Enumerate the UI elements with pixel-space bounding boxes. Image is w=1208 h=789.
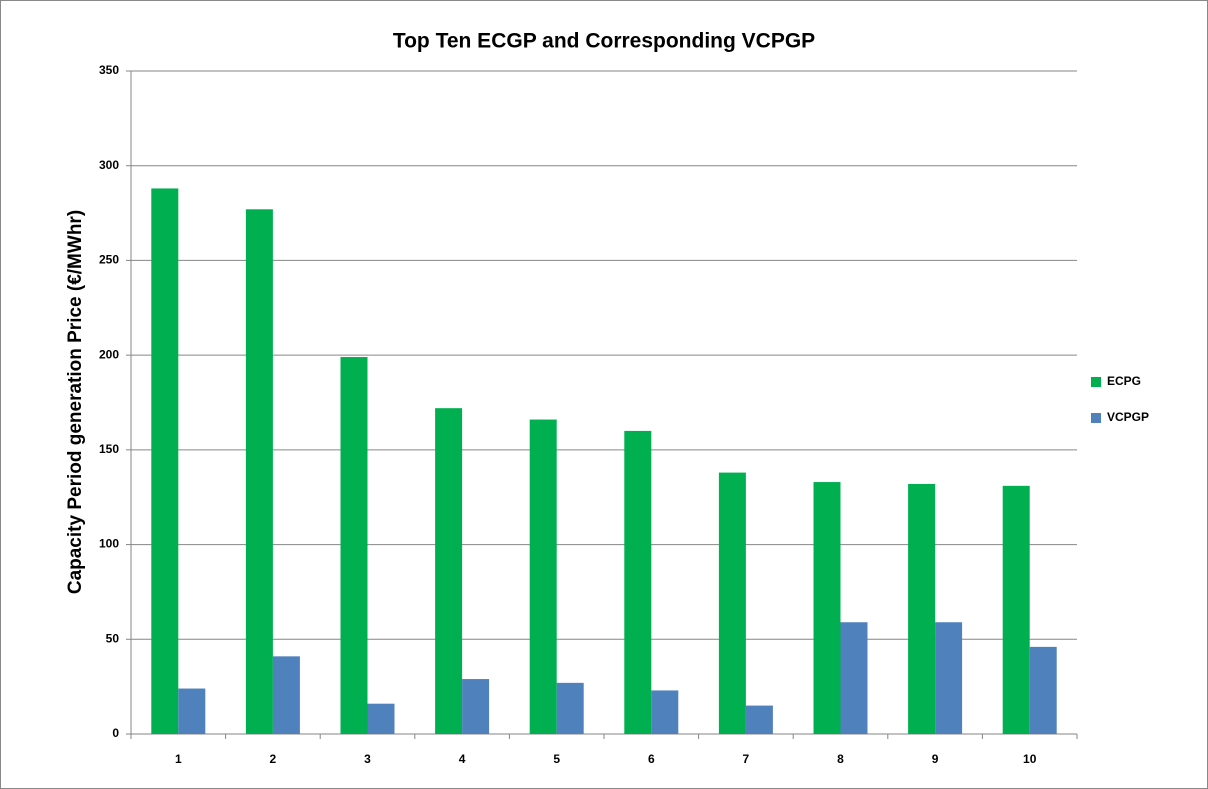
bar	[367, 703, 395, 734]
bar	[435, 408, 463, 734]
legend-label: ECPG	[1107, 374, 1141, 388]
x-tick-label: 1	[175, 752, 182, 766]
x-tick-label: 9	[932, 752, 939, 766]
x-tick-label: 8	[837, 752, 844, 766]
bar	[529, 419, 557, 734]
x-tick-label: 3	[364, 752, 371, 766]
y-tick-label: 50	[106, 631, 120, 645]
x-tick-label: 4	[459, 752, 466, 766]
bar	[651, 690, 679, 734]
y-tick-label: 0	[112, 726, 119, 740]
chart-title: Top Ten ECGP and Corresponding VCPGP	[393, 30, 815, 53]
bar	[908, 483, 936, 734]
legend-swatch	[1091, 377, 1101, 387]
bar	[840, 622, 868, 734]
bar	[624, 430, 652, 734]
bar	[272, 656, 300, 734]
bar	[340, 357, 368, 734]
bar	[245, 209, 273, 735]
y-tick-label: 250	[99, 253, 119, 267]
x-tick-label: 7	[743, 752, 750, 766]
legend-label: VCPGP	[1107, 410, 1149, 424]
y-axis-label: Capacity Period generation Price (€/MWhr…	[65, 210, 86, 594]
bar	[462, 679, 490, 734]
y-tick-label: 100	[99, 537, 119, 551]
y-tick-label: 200	[99, 347, 119, 361]
bar	[813, 482, 841, 734]
bar	[745, 705, 773, 734]
x-tick-label: 2	[270, 752, 277, 766]
x-tick-label: 10	[1023, 752, 1037, 766]
x-tick-label: 5	[553, 752, 560, 766]
bar	[178, 688, 206, 734]
y-tick-label: 300	[99, 158, 119, 172]
x-tick-label: 6	[648, 752, 655, 766]
bar	[718, 472, 746, 734]
bar	[1029, 646, 1057, 734]
bar	[935, 622, 963, 734]
y-tick-label: 150	[99, 442, 119, 456]
bar	[151, 188, 179, 735]
bar	[556, 682, 584, 734]
y-tick-label: 350	[99, 63, 119, 77]
bar	[1002, 485, 1030, 734]
legend-swatch	[1091, 413, 1101, 423]
